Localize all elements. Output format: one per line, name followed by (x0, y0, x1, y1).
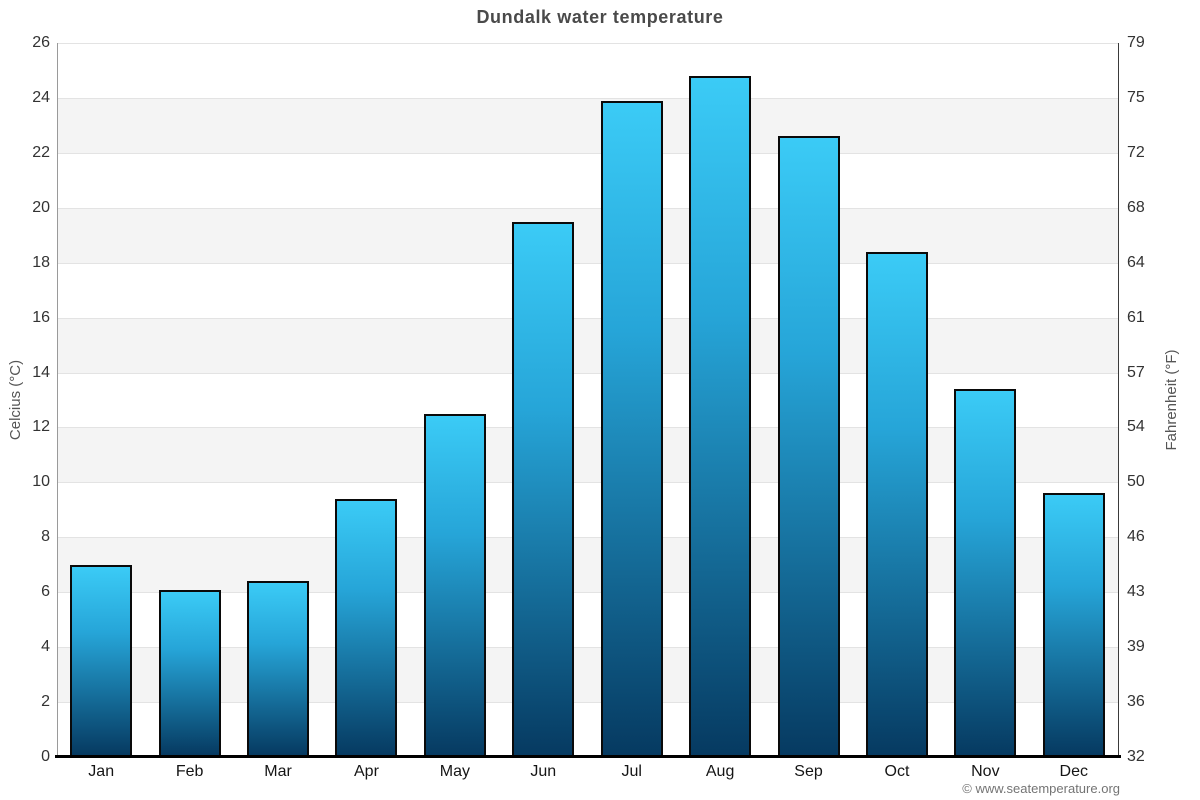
plot-band (57, 427, 1118, 483)
celsius-tick-18: 18 (32, 253, 50, 271)
month-label-jun: Jun (530, 763, 557, 780)
fahrenheit-tick-75: 75 (1127, 88, 1145, 106)
fahrenheit-tick-72: 72 (1127, 143, 1145, 161)
gridline (57, 427, 1118, 429)
fahrenheit-tick-54: 54 (1127, 418, 1145, 436)
bar-nov[interactable] (954, 389, 1017, 757)
plot-band (57, 97, 1118, 153)
gridline (57, 372, 1118, 374)
celsius-tick-16: 16 (32, 308, 50, 326)
month-label-sep: Sep (794, 763, 823, 780)
gridline (57, 43, 1118, 44)
fahrenheit-tick-32: 32 (1127, 748, 1145, 765)
plot-band (57, 43, 1118, 98)
month-label-apr: Apr (354, 763, 379, 780)
bar-sep[interactable] (777, 136, 840, 757)
plot-band (57, 207, 1118, 263)
plot-band (57, 317, 1118, 373)
month-label-nov: Nov (971, 763, 1000, 780)
fahrenheit-tick-61: 61 (1127, 308, 1145, 326)
fahrenheit-tick-36: 36 (1127, 693, 1145, 711)
fahrenheit-tick-57: 57 (1127, 363, 1145, 381)
celsius-tick-22: 22 (32, 143, 50, 161)
celsius-tick-4: 4 (41, 638, 50, 656)
gridline (57, 482, 1118, 484)
bar-jul[interactable] (600, 100, 663, 757)
plot-band (57, 263, 1118, 318)
plot-band (57, 537, 1118, 593)
fahrenheit-tick-43: 43 (1127, 583, 1145, 601)
fahrenheit-axis-line (1118, 43, 1119, 757)
bar-jun[interactable] (512, 221, 575, 757)
celsius-tick-0: 0 (41, 748, 50, 765)
celsius-tick-24: 24 (32, 88, 50, 106)
celsius-tick-20: 20 (32, 198, 50, 216)
celsius-tick-12: 12 (32, 418, 50, 436)
month-label-jan: Jan (88, 763, 115, 780)
month-label-may: May (439, 763, 470, 780)
bar-jan[interactable] (70, 564, 133, 757)
bar-dec[interactable] (1042, 493, 1105, 757)
gridline (57, 537, 1118, 539)
bar-apr[interactable] (335, 498, 398, 757)
gridline (57, 97, 1118, 99)
plot-area (57, 43, 1118, 757)
fahrenheit-tick-46: 46 (1127, 528, 1145, 546)
watermark: © www.seatemperature.org (962, 781, 1120, 796)
fahrenheit-tick-68: 68 (1127, 198, 1145, 216)
gridline (57, 262, 1118, 264)
celsius-tick-26: 26 (32, 34, 50, 51)
gridline (57, 152, 1118, 154)
gridline (57, 592, 1118, 594)
month-label-jul: Jul (621, 763, 642, 780)
celsius-tick-10: 10 (32, 473, 50, 491)
gridline (57, 647, 1118, 649)
month-label-feb: Feb (175, 763, 204, 780)
chart-title: Dundalk water temperature (476, 7, 724, 27)
bar-oct[interactable] (865, 251, 928, 757)
bar-feb[interactable] (158, 589, 221, 757)
month-label-aug: Aug (705, 763, 735, 780)
gridline (57, 207, 1118, 209)
fahrenheit-tick-39: 39 (1127, 638, 1145, 656)
bar-aug[interactable] (689, 75, 752, 757)
x-axis-line (55, 755, 1121, 758)
fahrenheit-tick-79: 79 (1127, 34, 1145, 51)
gridline (57, 702, 1118, 704)
bar-may[interactable] (423, 413, 486, 757)
celsius-tick-14: 14 (32, 363, 50, 381)
month-label-oct: Oct (884, 763, 910, 780)
bar-mar[interactable] (247, 581, 310, 757)
plot-band (57, 153, 1118, 208)
month-label-dec: Dec (1059, 763, 1088, 780)
plot-band (57, 647, 1118, 703)
celsius-tick-8: 8 (41, 528, 50, 546)
celsius-tick-6: 6 (41, 583, 50, 601)
fahrenheit-tick-50: 50 (1127, 473, 1145, 491)
celsius-tick-2: 2 (41, 693, 50, 711)
gridline (57, 317, 1118, 319)
month-label-mar: Mar (264, 763, 292, 780)
fahrenheit-tick-64: 64 (1127, 253, 1145, 271)
celsius-axis-line (57, 43, 58, 757)
